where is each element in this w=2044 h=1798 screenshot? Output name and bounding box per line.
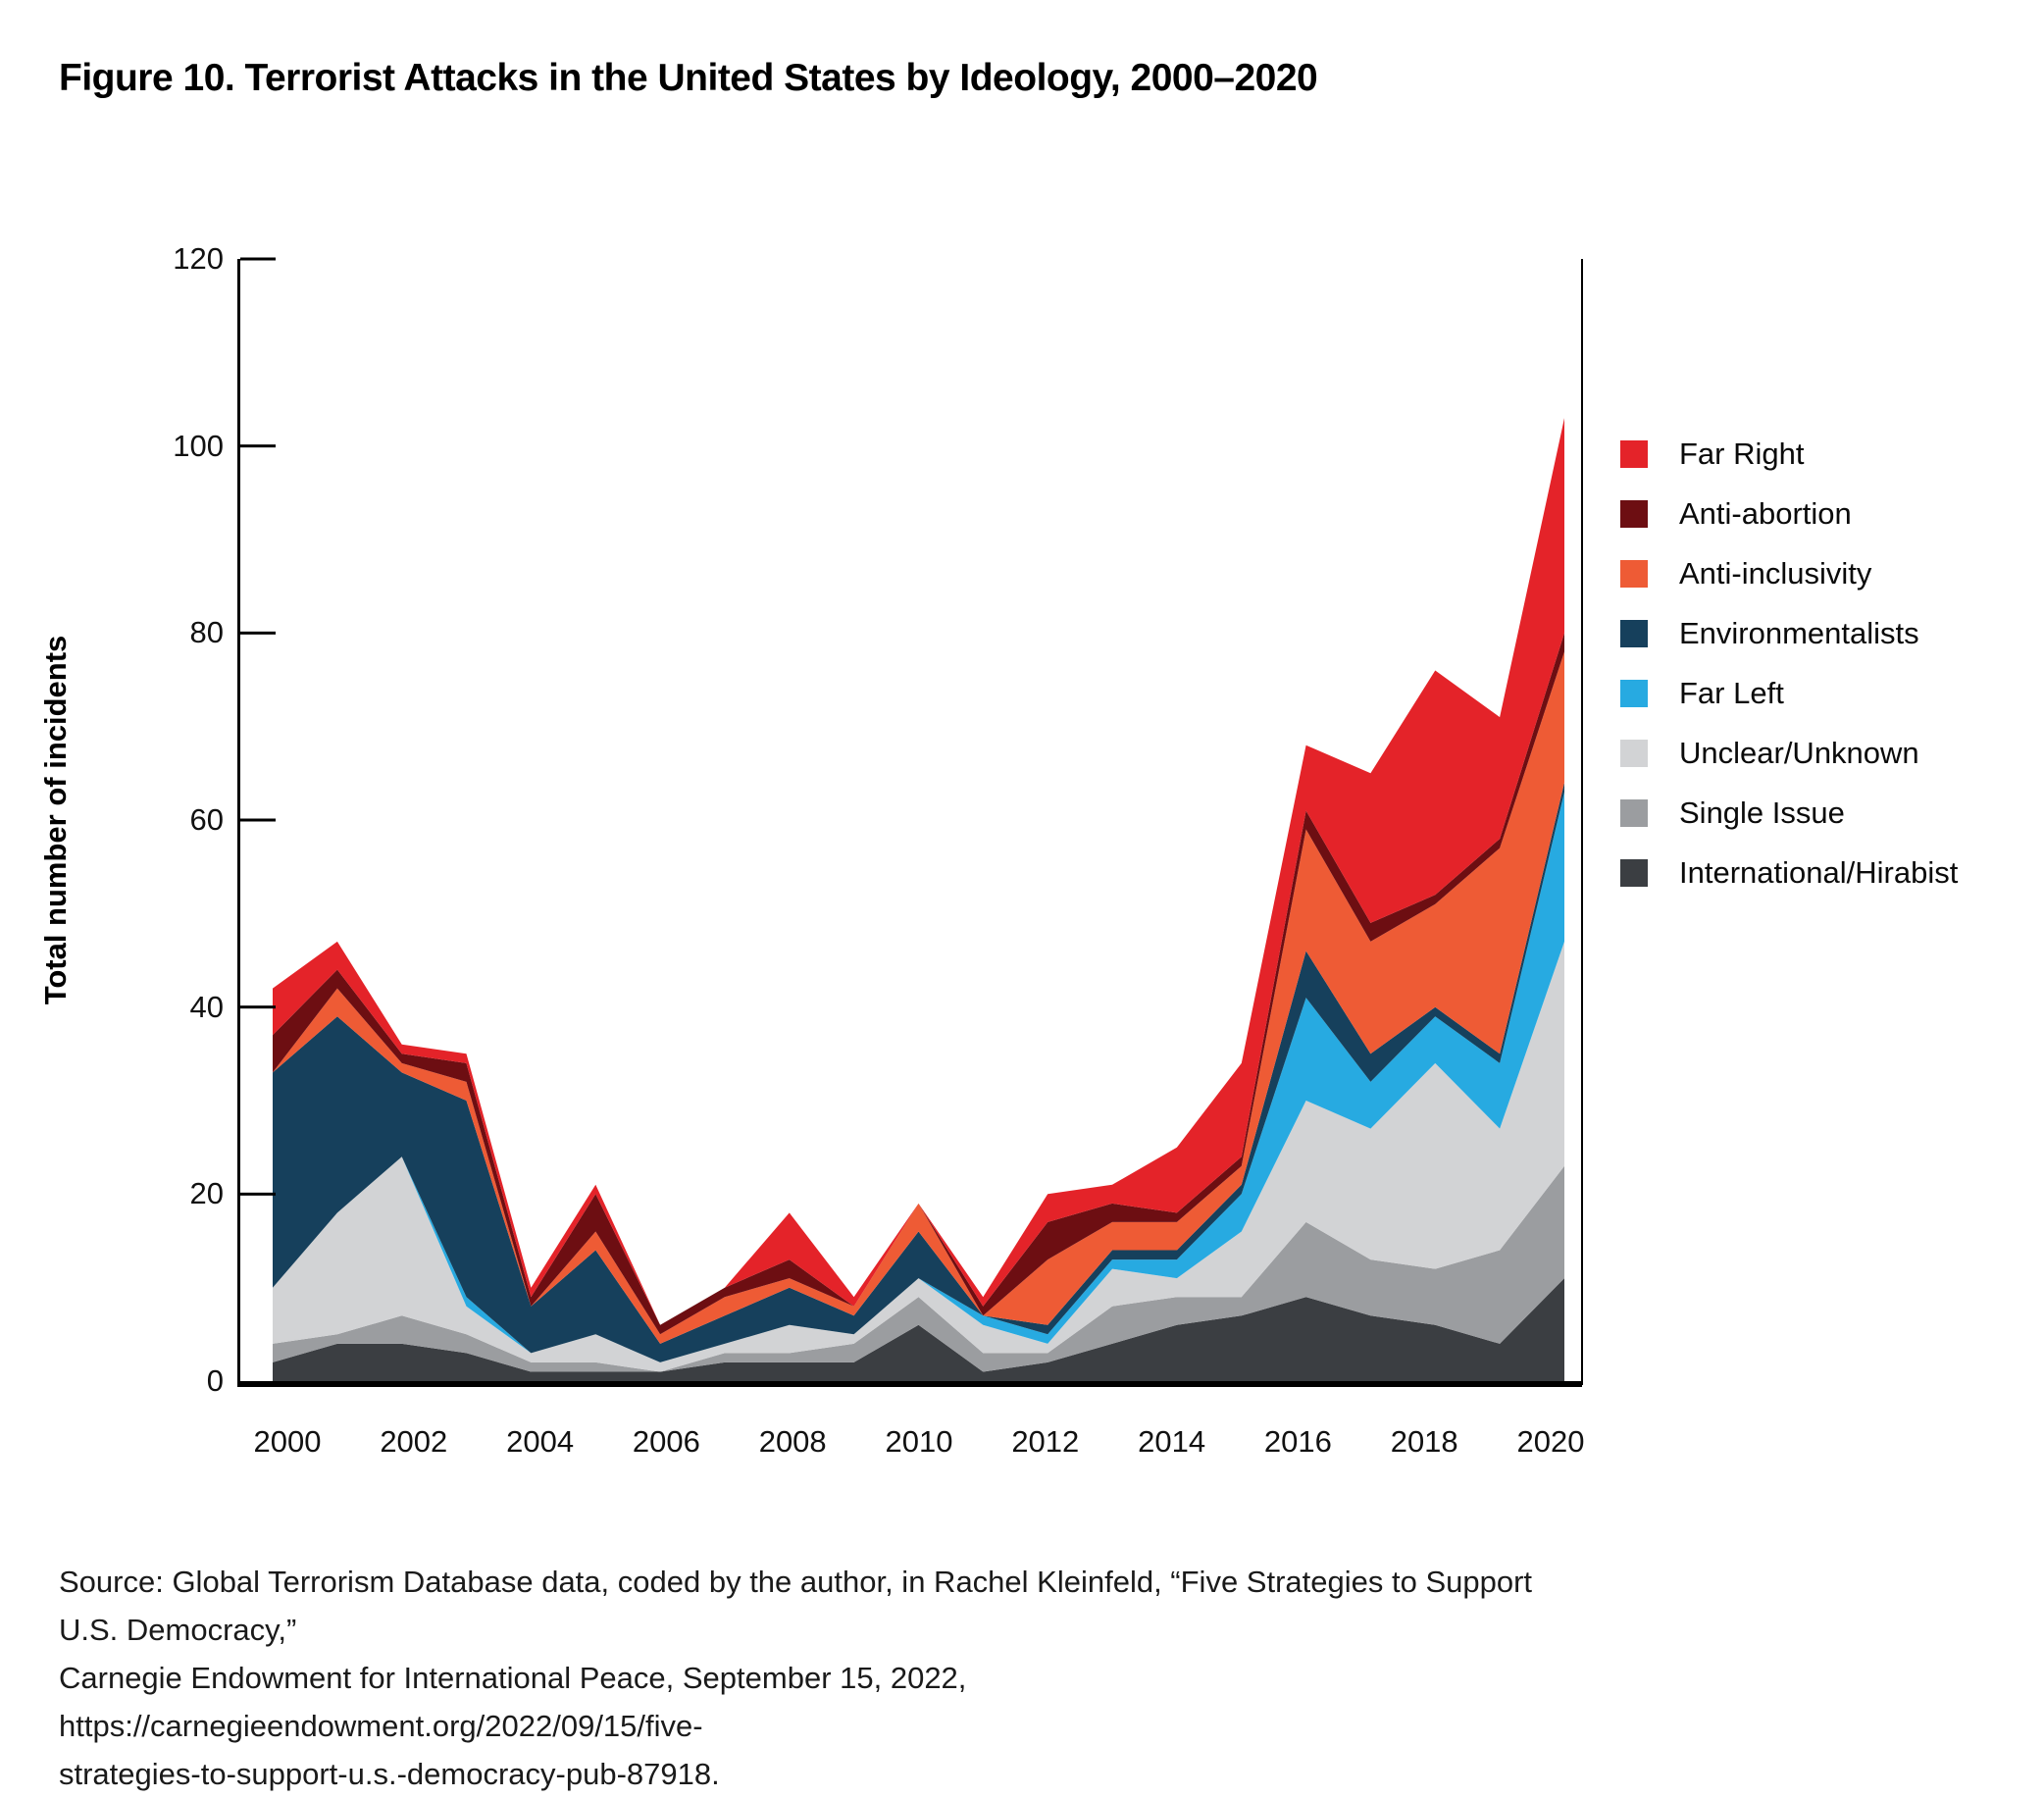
- y-tick-label-60: 60: [189, 802, 224, 837]
- x-axis-line: [237, 1381, 1582, 1387]
- area-series-unclear_unknown: [273, 941, 1564, 1372]
- x-tick-label-2018: 2018: [1390, 1424, 1458, 1459]
- x-tick-label-2016: 2016: [1263, 1424, 1332, 1459]
- area-series-anti_inclusivity: [273, 651, 1564, 1344]
- x-tick-label-2008: 2008: [758, 1424, 827, 1459]
- y-tick-100: [240, 444, 276, 448]
- legend-item-environmentalists: Environmentalists: [1620, 616, 1958, 650]
- y-tick-label-20: 20: [189, 1176, 224, 1211]
- area-series-anti_abortion: [273, 633, 1564, 1335]
- y-tick-120: [240, 257, 276, 261]
- y-tick-label-100: 100: [173, 428, 224, 463]
- legend-swatch-anti_inclusivity: [1620, 560, 1648, 588]
- source-note: Source: Global Terrorism Database data, …: [59, 1558, 1589, 1798]
- legend-item-international_hirabist: International/Hirabist: [1620, 855, 1959, 890]
- legend-item-anti_abortion: Anti-abortion: [1620, 496, 1958, 531]
- chart-legend: Far Right Anti-abortion Anti-inclusivity En…: [1620, 437, 1959, 918]
- legend-item-far_right: Far Right: [1620, 437, 1958, 471]
- legend-item-far_left: Far Left: [1620, 676, 1958, 710]
- x-tick-label-2014: 2014: [1138, 1424, 1206, 1459]
- legend-swatch-unclear_unknown: [1620, 740, 1648, 767]
- legend-label-international_hirabist: International/Hirabist: [1679, 855, 1959, 890]
- figure-title: Figure 10. Terrorist Attacks in the Unit…: [59, 57, 1318, 99]
- area-series-environmentalists: [273, 782, 1564, 1362]
- y-tick-label-0: 0: [206, 1363, 224, 1398]
- area-series-international_hirabist: [273, 1278, 1564, 1381]
- y-axis-title: Total number of incidents: [38, 635, 73, 1005]
- legend-item-single_issue: Single Issue: [1620, 796, 1958, 830]
- x-tick-label-2006: 2006: [632, 1424, 700, 1459]
- x-tick-label-2004: 2004: [506, 1424, 575, 1459]
- y-tick-40: [240, 1005, 276, 1009]
- legend-label-anti_abortion: Anti-abortion: [1679, 496, 1852, 531]
- legend-swatch-single_issue: [1620, 799, 1648, 827]
- source-line-3: strategies-to-support-u.s.-democracy-pub…: [59, 1757, 720, 1791]
- right-spine: [1581, 259, 1583, 1385]
- x-tick-label-2002: 2002: [380, 1424, 448, 1459]
- legend-label-single_issue: Single Issue: [1679, 796, 1845, 830]
- y-tick-label-40: 40: [189, 989, 224, 1024]
- legend-swatch-environmentalists: [1620, 620, 1648, 647]
- legend-swatch-far_right: [1620, 440, 1648, 468]
- legend-item-anti_inclusivity: Anti-inclusivity: [1620, 556, 1958, 591]
- legend-item-unclear_unknown: Unclear/Unknown: [1620, 736, 1958, 770]
- x-tick-label-2012: 2012: [1011, 1424, 1080, 1459]
- y-tick-80: [240, 631, 276, 635]
- y-tick-20: [240, 1192, 276, 1196]
- legend-label-anti_inclusivity: Anti-inclusivity: [1679, 556, 1872, 591]
- legend-label-far_right: Far Right: [1679, 437, 1805, 471]
- source-line-2: Carnegie Endowment for International Pea…: [59, 1661, 967, 1743]
- legend-swatch-far_left: [1620, 680, 1648, 707]
- y-axis-line: [237, 259, 240, 1385]
- y-tick-60: [240, 818, 276, 822]
- legend-label-far_left: Far Left: [1679, 676, 1784, 710]
- legend-swatch-anti_abortion: [1620, 500, 1648, 528]
- legend-swatch-international_hirabist: [1620, 859, 1648, 887]
- x-tick-label-2020: 2020: [1516, 1424, 1585, 1459]
- y-tick-label-80: 80: [189, 615, 224, 650]
- legend-label-environmentalists: Environmentalists: [1679, 616, 1919, 650]
- y-tick-label-120: 120: [173, 241, 224, 276]
- area-series-single_issue: [273, 1165, 1564, 1372]
- area-series-far_left: [273, 792, 1564, 1362]
- area-series-far_right: [273, 418, 1564, 1325]
- x-tick-label-2010: 2010: [885, 1424, 953, 1459]
- x-tick-label-2000: 2000: [253, 1424, 322, 1459]
- source-line-1: Source: Global Terrorism Database data, …: [59, 1565, 1533, 1647]
- legend-label-unclear_unknown: Unclear/Unknown: [1679, 736, 1919, 770]
